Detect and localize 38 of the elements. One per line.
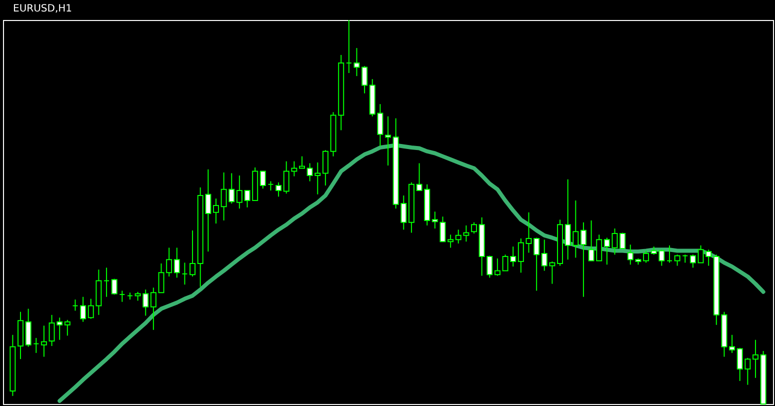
candlestick (64, 319, 70, 336)
candlestick (674, 254, 680, 266)
candlestick (362, 66, 368, 94)
chart-title: EURUSD,H1 (13, 4, 72, 14)
candlestick (354, 48, 360, 77)
candlestick (322, 150, 328, 186)
candlestick (190, 230, 196, 278)
candlestick (150, 287, 156, 330)
candlestick (494, 258, 500, 276)
candlestick (690, 254, 696, 268)
candlestick (643, 250, 650, 264)
candlestick (276, 182, 282, 198)
candlestick (298, 156, 305, 169)
candlestick (666, 244, 672, 264)
candlestick (620, 232, 626, 249)
candlestick (25, 308, 32, 348)
candlestick (212, 198, 219, 224)
candlestick (260, 170, 266, 190)
candlestick (72, 299, 78, 312)
candlestick (104, 267, 110, 298)
candlestick (580, 222, 586, 298)
candlestick (33, 337, 40, 354)
candlestick (729, 334, 736, 354)
candlestick (40, 325, 47, 358)
candlestick (385, 116, 391, 166)
candlestick (752, 339, 758, 378)
candlestick (80, 296, 86, 322)
candlestick (268, 180, 274, 191)
candlestick (236, 175, 242, 210)
candlestick (448, 234, 454, 248)
candlestick (534, 237, 540, 292)
candlestick (182, 262, 188, 286)
candlestick (471, 222, 478, 234)
candlestick (346, 20, 352, 74)
candlestick (174, 247, 180, 278)
candlestick (119, 290, 126, 302)
candlestick (432, 211, 438, 230)
candlestick (440, 216, 446, 242)
